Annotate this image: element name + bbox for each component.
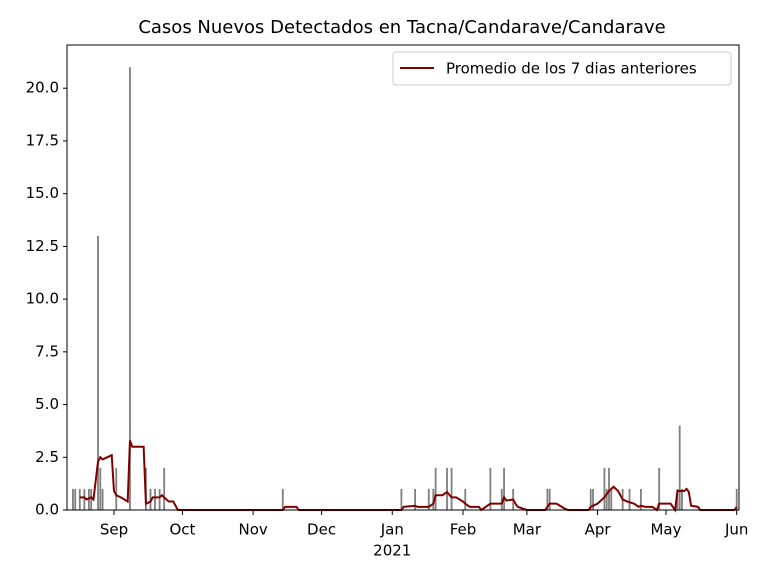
bar (605, 488, 608, 510)
bar (464, 488, 467, 510)
bar (154, 488, 156, 510)
bar (546, 488, 549, 510)
x-tick-label: Apr (585, 521, 612, 539)
bar (158, 488, 161, 510)
bar (608, 467, 610, 510)
bar (72, 488, 74, 510)
chart-title: Casos Nuevos Detectados en Tacna/Candara… (138, 17, 665, 38)
x-tick-label: Feb (450, 521, 477, 539)
bar (589, 488, 592, 510)
plot-frame (66, 44, 740, 511)
x-tick-label: Mar (513, 521, 542, 539)
bar (101, 488, 104, 510)
y-tick-label: 10.0 (26, 290, 59, 308)
y-tick-label: 7.5 (35, 342, 59, 360)
bar (603, 467, 606, 510)
bar (500, 488, 503, 510)
y-tick-label: 5.0 (35, 395, 59, 413)
bar (432, 488, 435, 510)
bar (115, 467, 118, 510)
bar (450, 467, 453, 510)
bar (676, 488, 679, 510)
x-tick-label: Nov (238, 521, 267, 539)
y-tick-label: 17.5 (26, 131, 59, 149)
bar (400, 488, 403, 510)
bar (548, 488, 551, 510)
bar (735, 488, 738, 510)
x-tick-label: Dec (307, 521, 336, 539)
y-tick-label: 0.0 (35, 501, 59, 519)
x-tick-label: May (650, 521, 681, 539)
bar (97, 235, 99, 510)
bar (149, 488, 152, 510)
bar (78, 488, 81, 510)
bar (610, 488, 613, 510)
y-tick-label: 20.0 (26, 79, 59, 97)
x-tick-label: Sep (100, 521, 128, 539)
bar (503, 467, 505, 510)
y-tick-label: 2.5 (35, 448, 59, 466)
bar (99, 467, 102, 510)
bar (281, 488, 284, 510)
bar (628, 488, 631, 510)
bar (414, 488, 417, 510)
bar (592, 488, 594, 510)
bar (658, 467, 661, 510)
x-tick-label: Jan (380, 521, 404, 539)
bar (678, 425, 681, 510)
y-tick-label: 15.0 (26, 184, 59, 202)
legend-label: Promedio de los 7 dias anteriores (446, 60, 697, 78)
x-tick-label: Oct (169, 521, 195, 539)
bar (129, 67, 131, 511)
bar (163, 467, 166, 510)
y-tick-label: 12.5 (26, 237, 59, 255)
bar (681, 488, 683, 510)
bar (489, 467, 492, 510)
x-year-label: 2021 (373, 542, 411, 560)
bar (446, 467, 448, 510)
bar (427, 488, 430, 510)
bar (434, 467, 437, 510)
average-line (79, 440, 738, 513)
bar (90, 488, 93, 510)
legend-box (392, 51, 732, 86)
bar (640, 488, 642, 510)
x-tick-label: Jun (724, 521, 748, 539)
bar (83, 488, 86, 510)
bar (74, 488, 77, 510)
